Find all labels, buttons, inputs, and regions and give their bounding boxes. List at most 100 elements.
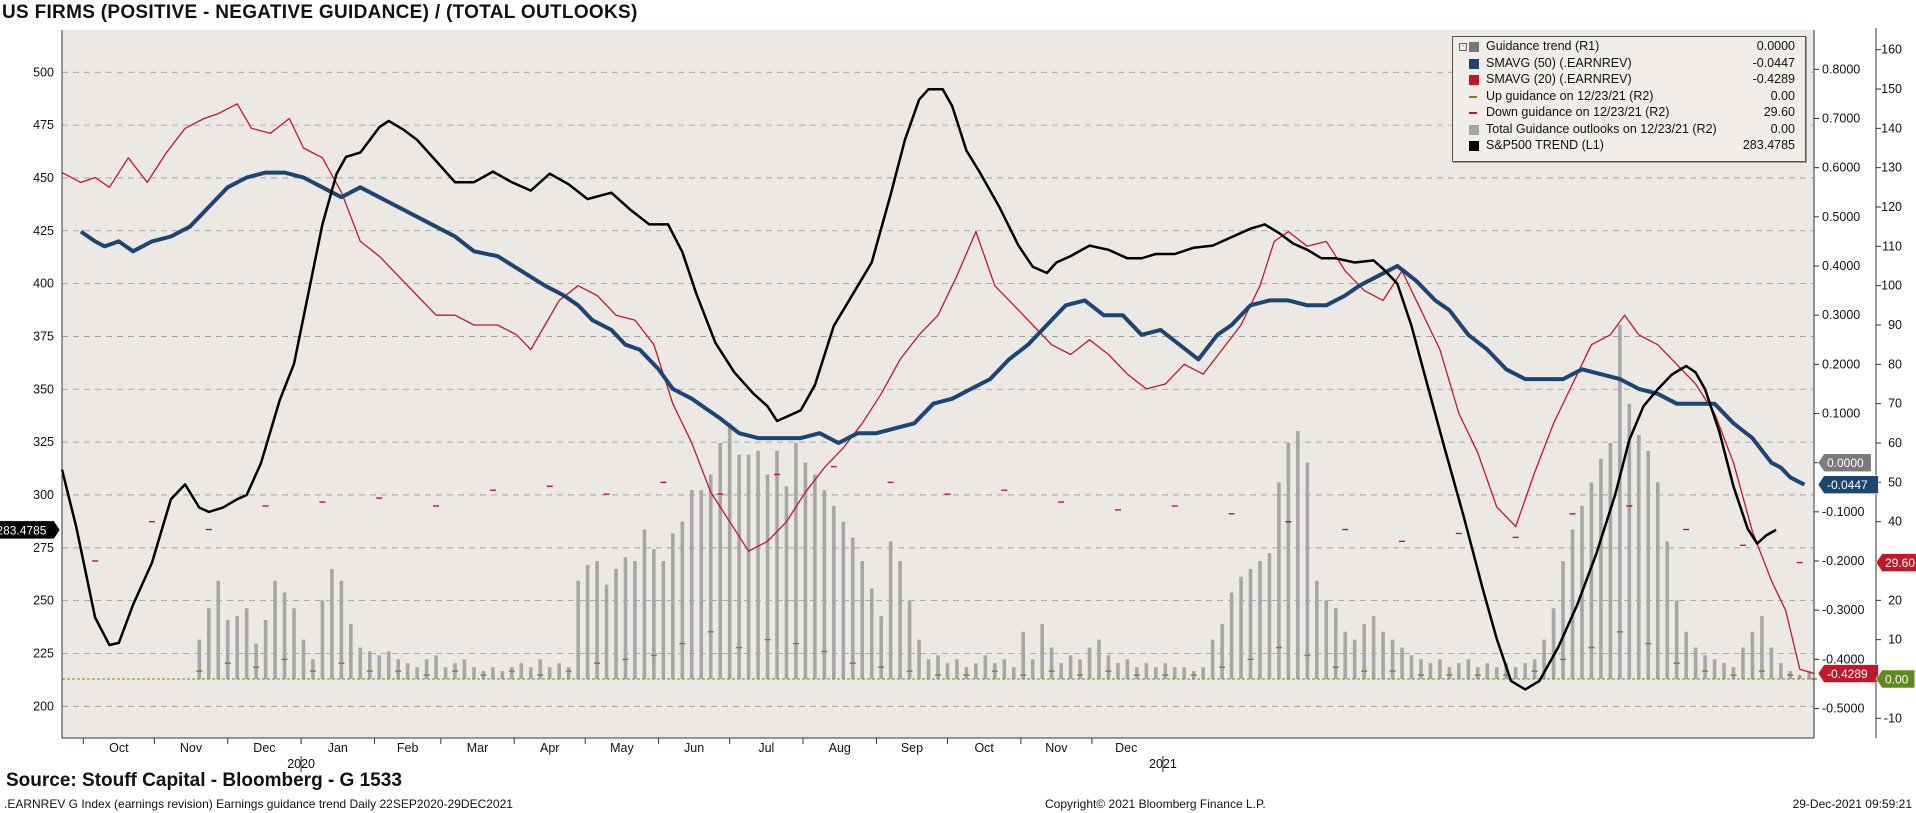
legend-label: Down guidance on 12/23/21 (R2) <box>1486 105 1670 119</box>
legend-value: -0.4289 <box>1752 72 1795 86</box>
guidance-bar <box>737 454 741 679</box>
guidance-bar <box>1002 659 1007 679</box>
guidance-bar <box>1144 663 1149 679</box>
x-month-label: Apr <box>540 741 559 755</box>
guidance-bar <box>1352 639 1357 679</box>
guidance-bar <box>860 561 865 679</box>
guidance-bar <box>1693 647 1698 679</box>
guidance-bar <box>983 655 988 679</box>
guidance-bar <box>1419 659 1423 679</box>
guidance-bar <box>576 580 580 679</box>
legend-collapse-icon[interactable]: - <box>1459 43 1467 51</box>
guidance-bar <box>396 659 400 679</box>
guidance-bar <box>614 568 618 679</box>
guidance-bar <box>680 521 685 679</box>
legend-item[interactable]: S&P500 TREND (L1) 283.4785 <box>1453 138 1805 154</box>
chart-legend[interactable]: - Guidance trend (R1) 0.0000 SMAVG (50) (.… <box>1452 36 1806 162</box>
guidance-bar <box>1078 659 1082 679</box>
legend-swatch <box>1469 75 1479 85</box>
guidance-bar <box>358 647 363 679</box>
guidance-bar <box>1220 623 1224 679</box>
y-left-tick-label: 500 <box>33 65 54 79</box>
guidance-bar <box>244 608 249 679</box>
x-month-label: Aug <box>829 741 851 755</box>
sma20-line <box>61 103 1815 675</box>
guidance-bar <box>282 592 287 679</box>
guidance-bar <box>1760 616 1764 679</box>
guidance-bar <box>1523 663 1527 679</box>
legend-swatch <box>1469 58 1479 69</box>
legend-swatch <box>1469 124 1479 135</box>
legend-item[interactable]: Up guidance on 12/23/21 (R2) 0.00 <box>1453 89 1805 105</box>
y-left-tick-label: 250 <box>33 594 54 608</box>
sp500-value-tag <box>0 520 61 540</box>
guidance-bar <box>869 588 874 679</box>
guidance-bar <box>415 667 419 679</box>
guidance-bar <box>756 450 760 679</box>
guidance-bar <box>1106 655 1111 679</box>
legend-item[interactable]: Guidance trend (R1) 0.0000 <box>1453 39 1805 55</box>
guidance-bar <box>1116 663 1120 679</box>
guidance-bar <box>794 443 798 679</box>
guidance-bar <box>1381 631 1385 679</box>
up-guidance-value-tag <box>1875 669 1916 689</box>
y-r1-tick-label: -0.3000 <box>1822 603 1864 617</box>
guidance-bar <box>339 580 344 679</box>
guidance-bar <box>642 529 647 679</box>
guidance-bar <box>500 671 505 679</box>
guidance-bar <box>813 474 817 679</box>
legend-item[interactable]: Down guidance on 12/23/21 (R2) 29.60 <box>1453 105 1805 121</box>
legend-value: 0.00 <box>1770 88 1795 103</box>
y-left-tick-label: 425 <box>33 224 54 238</box>
y-r2-tick-label: 110 <box>1882 239 1902 253</box>
guidance-bar <box>330 568 334 679</box>
y-left-tick-label: 375 <box>33 329 54 343</box>
legend-swatch <box>1469 112 1477 114</box>
guidance-bar <box>206 608 211 679</box>
guidance-bar <box>661 561 666 679</box>
guidance-bar <box>263 620 268 679</box>
guidance-bar <box>1438 659 1442 679</box>
guidance-bar <box>917 639 921 679</box>
legend-item[interactable]: SMAVG (50) (.EARNREV) -0.0447 <box>1453 56 1805 72</box>
y-r2-tick-label: 70 <box>1888 397 1902 411</box>
guidance-bar <box>1210 639 1215 679</box>
x-month-label: Jul <box>758 741 774 755</box>
guidance-bar <box>926 659 931 679</box>
guidance-bar <box>850 537 855 679</box>
guidance-bar <box>1599 458 1603 679</box>
y-r1-tick-label: 0.7000 <box>1822 112 1860 126</box>
guidance-bar <box>386 651 391 679</box>
guidance-bar <box>1494 667 1499 679</box>
legend-item[interactable]: SMAVG (20) (.EARNREV) -0.4289 <box>1453 72 1805 88</box>
legend-label: SMAVG (20) (.EARNREV) <box>1486 72 1632 86</box>
legend-item[interactable]: Total Guidance outlooks on 12/23/21 (R2)… <box>1453 122 1805 138</box>
y-r2-tick-label: 120 <box>1881 200 1902 214</box>
guidance-bar <box>1239 576 1243 679</box>
x-month-label: Nov <box>180 741 203 755</box>
guidance-bar <box>1030 659 1035 679</box>
guidance-bar <box>1485 663 1490 679</box>
x-month-label: Jan <box>328 741 348 755</box>
guidance-bar <box>784 486 789 679</box>
footer-timestamp: 29-Dec-2021 09:59:21 <box>1792 797 1912 811</box>
guidance-bar <box>1040 623 1044 679</box>
guidance-bar <box>1296 431 1300 679</box>
y-left-tick-label: 325 <box>33 435 54 449</box>
y-r2-tick-label: 130 <box>1881 161 1902 175</box>
y-left-tick-label: 225 <box>33 646 54 660</box>
guidance-bar <box>273 580 277 679</box>
guidance-bar <box>1390 639 1395 679</box>
guidance-bar <box>405 663 410 679</box>
guidance-bar <box>1769 647 1774 679</box>
guidance-bar <box>377 655 382 679</box>
y-r1-tick-label: 0.1000 <box>1822 407 1860 421</box>
source-label: Source: Stouff Capital - Bloomberg - G 1… <box>6 770 402 791</box>
y-left-tick-label: 275 <box>33 541 54 555</box>
guidance-bar <box>1135 667 1139 679</box>
guidance-bar <box>1125 659 1130 679</box>
y-r1-tick-label: 0.5000 <box>1822 210 1860 224</box>
y-r2-tick-label: 160 <box>1881 43 1902 57</box>
guidance-bar <box>1722 663 1726 679</box>
guidance-bar <box>434 655 438 679</box>
